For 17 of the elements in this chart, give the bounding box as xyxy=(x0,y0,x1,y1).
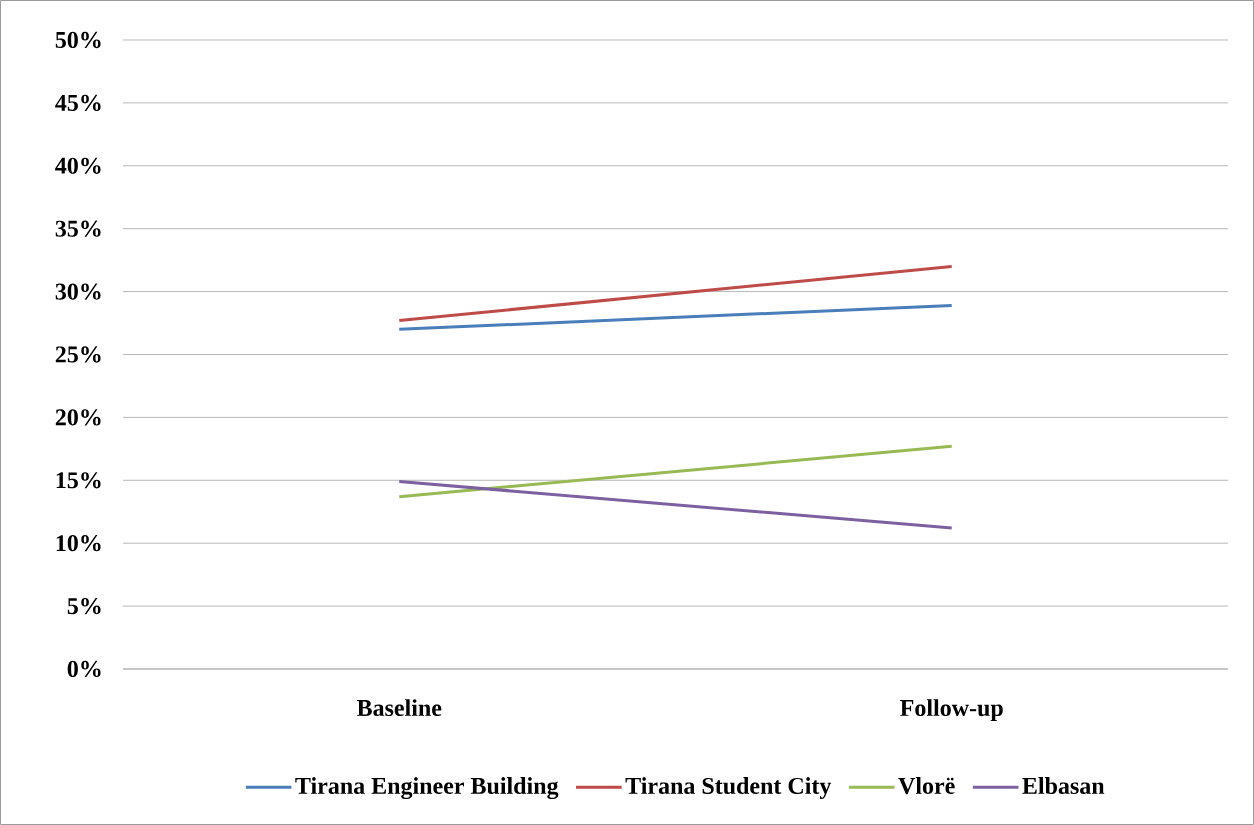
y-tick-label: 0% xyxy=(67,660,101,678)
x-tick-label: Follow-up xyxy=(900,699,1003,721)
y-tick-label: 10% xyxy=(56,535,101,552)
y-tick-label: 45% xyxy=(55,94,101,112)
y-tick-label: 50% xyxy=(55,31,101,49)
y-tick-label: 35% xyxy=(55,220,101,237)
legend-label: Tirana Student City xyxy=(625,777,832,799)
y-tick-label: 20% xyxy=(55,409,101,426)
y-tick-label: 15% xyxy=(56,472,101,489)
legend-label: Elbasan xyxy=(1022,777,1105,794)
y-tick-label: 30% xyxy=(55,283,101,300)
y-tick-label: 5% xyxy=(67,597,101,615)
x-tick-label: Baseline xyxy=(356,699,442,717)
legend-label: Vlorë xyxy=(898,777,955,795)
y-tick-label: 25% xyxy=(55,346,101,363)
y-tick-label: 40% xyxy=(55,157,101,174)
legend-label: Tirana Engineer Building xyxy=(295,777,559,800)
